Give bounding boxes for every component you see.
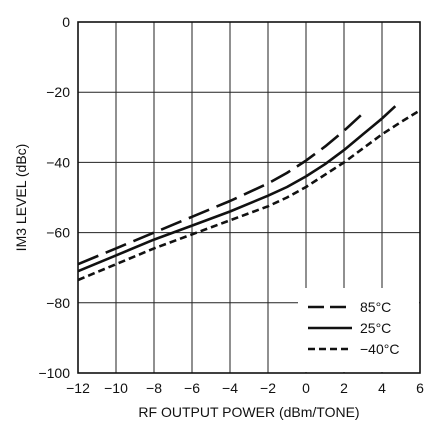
- series-line-0: [77, 112, 364, 266]
- legend: 85°C 25°C −40°C: [298, 288, 419, 372]
- x-tick-label: −10: [104, 380, 128, 396]
- legend-label-2: −40°C: [360, 341, 399, 357]
- legend-label-1: 25°C: [360, 320, 391, 336]
- y-tick-label: −60: [46, 225, 70, 241]
- x-tick-label: 2: [340, 380, 348, 396]
- x-tick-label: 0: [302, 380, 310, 396]
- x-tick-label: −12: [66, 380, 90, 396]
- x-tick-label: 4: [378, 380, 386, 396]
- y-axis-title: IM3 LEVEL (dBc): [13, 144, 29, 252]
- tick-labels: −12 −10 −8 −6 −4 −2 0 2 4 6−100−80−60−40−200: [38, 14, 424, 396]
- x-tick-label: −2: [260, 380, 276, 396]
- y-tick-label: −40: [46, 154, 70, 170]
- legend-label-0: 85°C: [360, 299, 391, 315]
- y-tick-label: −100: [38, 365, 70, 381]
- series-line-2: [77, 110, 419, 282]
- x-axis-title: RF OUTPUT POWER (dBm/TONE): [138, 404, 359, 420]
- y-tick-label: 0: [62, 14, 70, 30]
- x-tick-label: 6: [416, 380, 424, 396]
- series-lines: [77, 105, 419, 282]
- y-tick-label: −20: [46, 84, 70, 100]
- plot-frame: [77, 21, 421, 374]
- legend-box: [298, 288, 419, 372]
- y-tick-label: −80: [46, 295, 70, 311]
- x-tick-label: −6: [184, 380, 200, 396]
- series-line-1: [77, 105, 397, 273]
- x-tick-label: −8: [146, 380, 162, 396]
- x-tick-label: −4: [222, 380, 238, 396]
